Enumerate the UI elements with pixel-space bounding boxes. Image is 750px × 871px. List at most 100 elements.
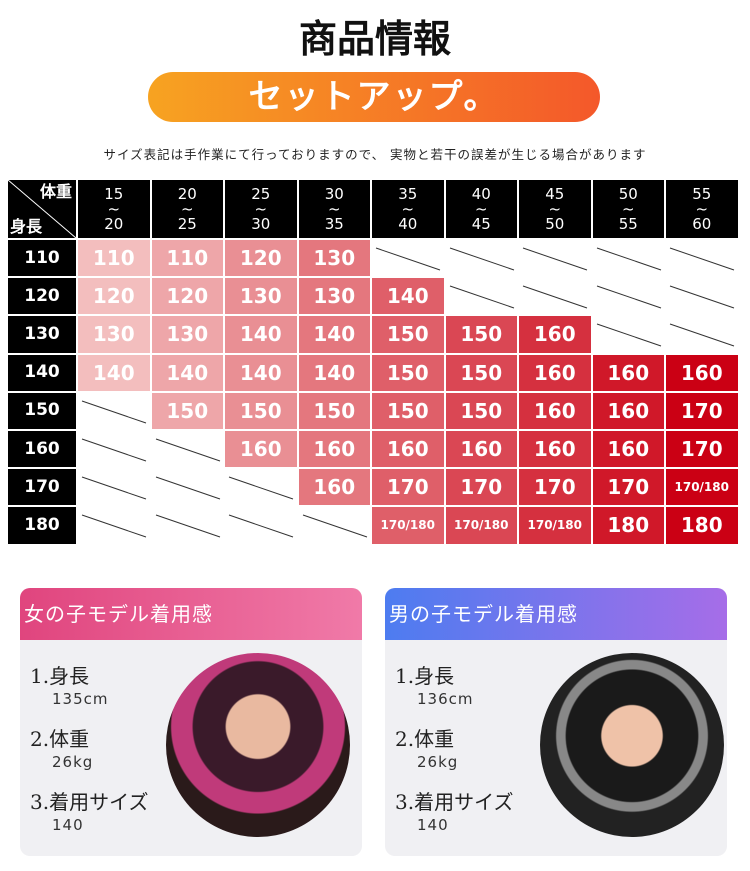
size-cell: 170/180 [666,469,738,506]
size-cell: 160 [592,354,664,391]
weight-header: 15 ~ 20 [78,180,150,238]
size-cell: 160 [519,316,591,353]
size-cell: 150 [298,392,370,429]
item-label: 1.身長 [30,664,90,688]
card-title: 女の子モデル着用感 [20,588,362,640]
size-cell: 130 [78,316,150,353]
size-cell: 170 [666,392,738,429]
item-label: 2.体重 [30,727,90,751]
height-header: 110 [8,240,76,277]
size-cell: 160 [666,354,738,391]
size-cell: 160 [519,354,591,391]
corner-height: 身長 [10,217,43,236]
weight-header: 30 ~ 35 [298,180,370,238]
size-cell: 180 [666,507,738,544]
size-cell: 160 [298,469,370,506]
size-cell: 170 [372,469,444,506]
corner-cell: 体重身長 [8,180,76,238]
size-cell: 150 [225,392,297,429]
size-cell: 170 [519,469,591,506]
size-cell: 140 [225,316,297,353]
weight-header: 20 ~ 25 [151,180,223,238]
size-cell: 140 [151,354,223,391]
size-cell: 150 [445,316,517,353]
empty-cell [666,240,738,276]
item-value: 26kg [417,753,459,771]
size-cell: 110 [151,240,223,277]
empty-cell [519,240,591,276]
empty-cell [593,316,665,352]
note: サイズ表記は手作業にて行っておりますので、 実物と若干の誤差が生じる場合がありま… [103,147,647,162]
size-cell: 130 [298,240,370,277]
size-cell: 120 [151,278,223,315]
height-header: 150 [8,392,76,429]
empty-cell [446,278,518,314]
item-value: 26kg [52,753,94,771]
empty-cell [152,431,224,467]
empty-cell [152,507,224,543]
height-header: 120 [8,278,76,315]
weight-header: 55 ~ 60 [666,180,738,238]
weight-header: 50 ~ 55 [592,180,664,238]
size-cell: 160 [519,431,591,468]
empty-cell [446,240,518,276]
item-value: 136cm [417,690,474,708]
weight-header: 35 ~ 40 [372,180,444,238]
item-label: 1.身長 [395,664,455,688]
item-value: 140 [52,816,84,834]
size-cell: 150 [151,392,223,429]
banner: セットアップ。 [148,72,600,122]
size-cell: 160 [592,431,664,468]
empty-cell [78,393,150,429]
size-cell: 150 [445,392,517,429]
empty-cell [666,278,738,314]
size-cell: 150 [372,354,444,391]
weight-header: 25 ~ 30 [225,180,297,238]
size-cell: 160 [298,431,370,468]
empty-cell [519,278,591,314]
size-cell: 170 [445,469,517,506]
size-cell: 130 [298,278,370,315]
size-cell: 150 [445,354,517,391]
empty-cell [78,431,150,467]
height-header: 130 [8,316,76,353]
size-cell: 140 [298,354,370,391]
size-cell: 140 [225,354,297,391]
weight-header: 40 ~ 45 [445,180,517,238]
empty-cell [593,278,665,314]
weight-header: 45 ~ 50 [519,180,591,238]
size-cell: 180 [592,507,664,544]
model-photo [540,653,724,837]
model-card: 男の子モデル着用感 1.身長 136cm 2.体重 26kg 3.着用サイズ 140 [385,588,727,856]
item-label: 3.着用サイズ [30,790,149,814]
corner-weight: 体重 [39,182,72,201]
model-photo [166,653,350,837]
empty-cell [225,507,297,543]
size-cell: 170/180 [372,507,444,544]
size-cell: 160 [445,431,517,468]
size-cell: 170 [666,431,738,468]
size-cell: 160 [519,392,591,429]
size-cell: 130 [151,316,223,353]
size-cell: 140 [78,354,150,391]
size-cell: 170 [592,469,664,506]
empty-cell [593,240,665,276]
size-cell: 150 [372,316,444,353]
size-cell: 140 [372,278,444,315]
height-header: 160 [8,431,76,468]
item-value: 135cm [52,690,109,708]
item-label: 2.体重 [395,727,455,751]
empty-cell [299,507,371,543]
page-title: 商品情報 [298,16,451,61]
empty-cell [225,469,297,505]
empty-cell [152,469,224,505]
height-header: 140 [8,354,76,391]
size-cell: 160 [372,431,444,468]
size-cell: 110 [78,240,150,277]
size-cell: 160 [592,392,664,429]
height-header: 180 [8,507,76,544]
height-header: 170 [8,469,76,506]
model-card: 女の子モデル着用感 1.身長 135cm 2.体重 26kg 3.着用サイズ 140 [20,588,362,856]
size-cell: 130 [225,278,297,315]
